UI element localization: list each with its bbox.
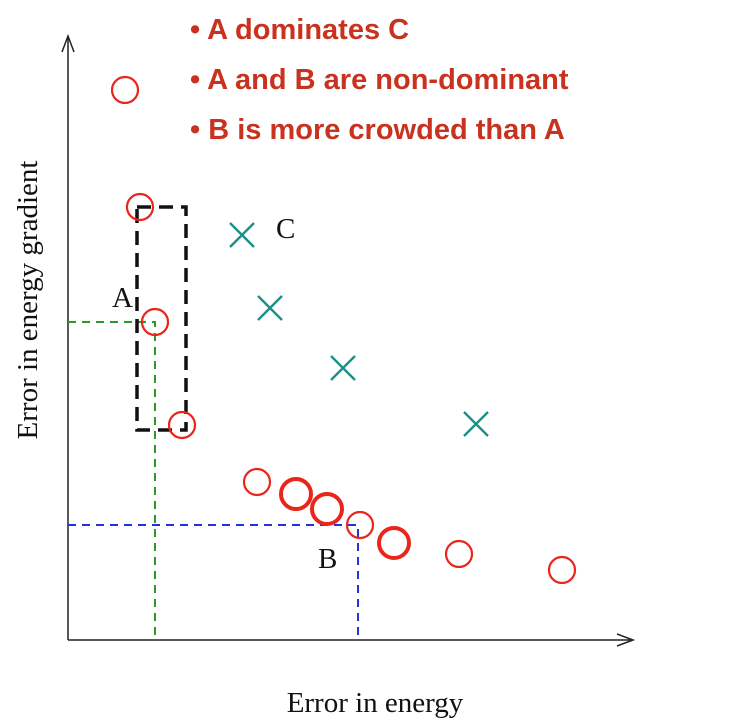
label-b: B: [318, 543, 337, 575]
point: [125, 192, 155, 222]
label-a: A: [112, 282, 133, 314]
point: [242, 467, 272, 497]
cross: [330, 355, 356, 381]
point: [377, 526, 411, 560]
dominated-points: [229, 222, 489, 437]
point: [547, 555, 577, 585]
point: [110, 75, 140, 105]
cross: [257, 295, 283, 321]
cross: [229, 222, 255, 248]
point: [140, 307, 170, 337]
x-axis-label: Error in energy: [287, 687, 464, 719]
axes: [61, 33, 636, 647]
point: [444, 539, 474, 569]
label-c: C: [276, 213, 295, 245]
point: [279, 477, 313, 511]
pareto-points: [110, 75, 577, 585]
point: [167, 410, 197, 440]
point: [345, 510, 375, 540]
point: [310, 492, 344, 526]
cross: [463, 411, 489, 437]
annotation: • A and B are non-dominant: [190, 64, 569, 96]
annotation: • B is more crowded than A: [190, 114, 565, 146]
crowding-box: [135, 205, 188, 432]
a-guide: [68, 321, 156, 640]
b-guide: [68, 524, 359, 640]
y-axis-label: Error in energy gradient: [12, 161, 44, 440]
annotation: • A dominates C: [190, 14, 409, 46]
